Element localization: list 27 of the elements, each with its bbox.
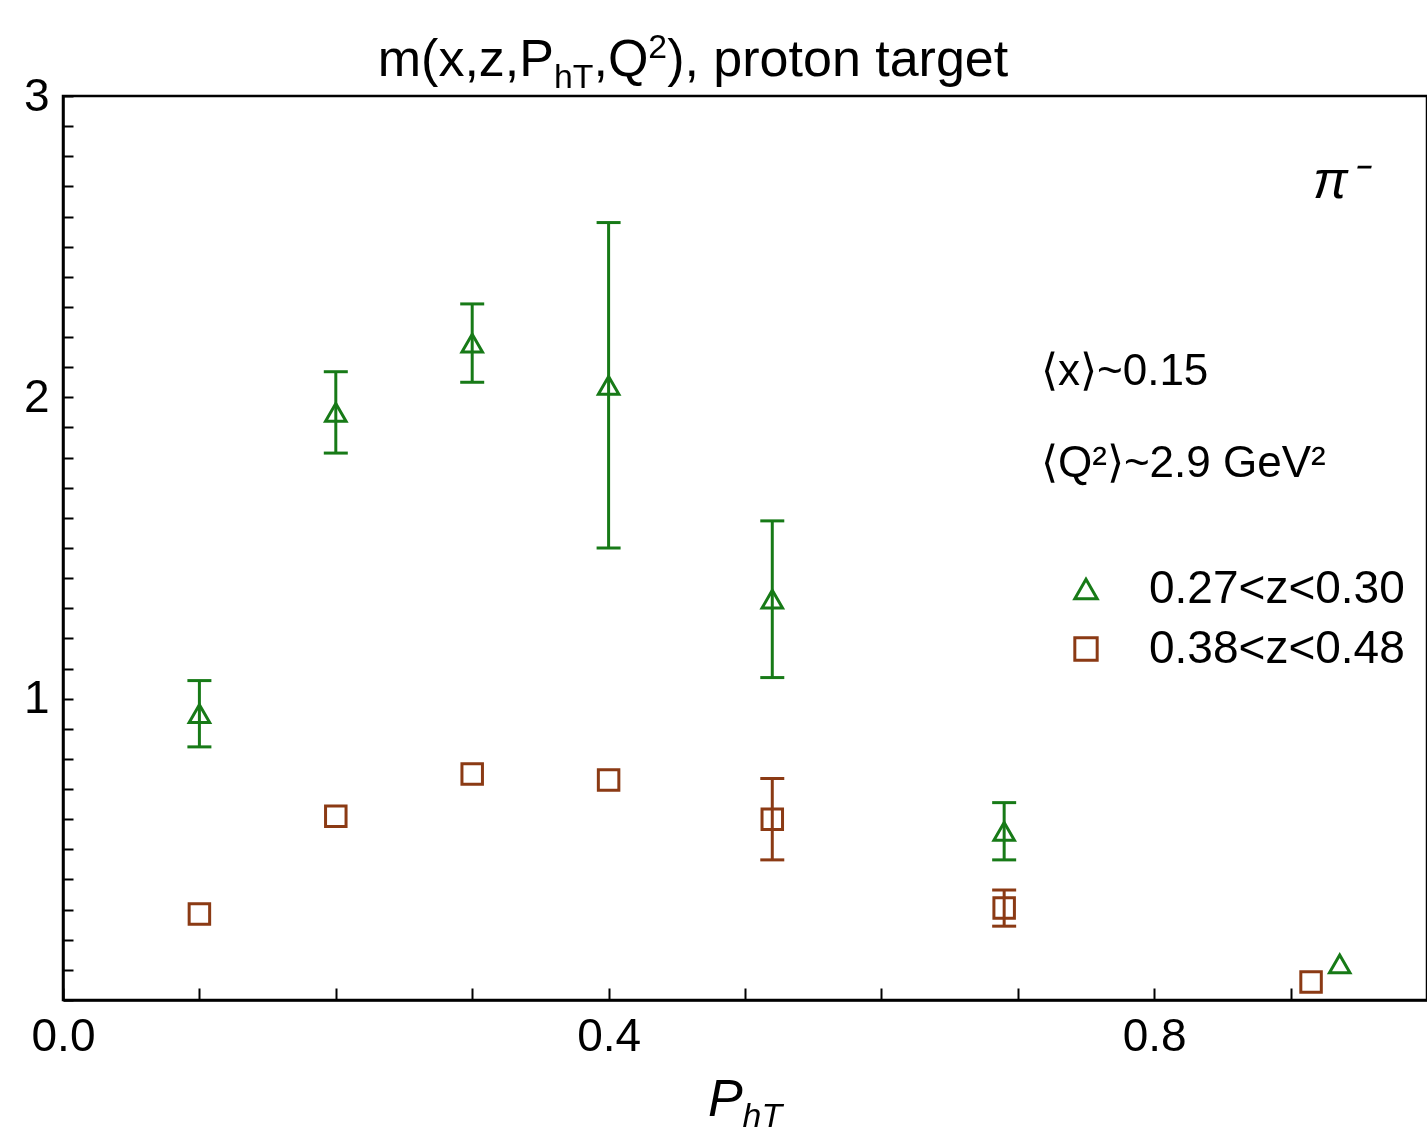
legend-label: 0.27<z<0.30 (1149, 561, 1405, 613)
chart-title: m(x,z,P$_{hT}$,Q$^{2}$), proton target (376, 26, 1010, 97)
x-axis-title: P$_{hT}$ (706, 1068, 785, 1137)
point (324, 804, 348, 828)
point (187, 703, 212, 725)
x-tick-label: 0.4 (577, 1008, 642, 1061)
point (760, 807, 785, 831)
point (760, 588, 785, 610)
x-tick-label: 0.0 (31, 1008, 96, 1061)
point (460, 762, 484, 786)
annotation: ⟨Q²⟩~2.9 GeV² (1041, 437, 1326, 486)
point (324, 402, 348, 423)
annotation: π⁻ (1313, 151, 1372, 209)
y-tick-label: 1 (23, 671, 50, 724)
x-tick-label: 0.8 (1122, 1008, 1187, 1061)
point (596, 374, 621, 396)
point (1327, 953, 1352, 975)
point (187, 902, 212, 926)
legend-label: 0.38<z<0.48 (1149, 621, 1405, 673)
y-tick-label: 3 (23, 68, 50, 121)
point (596, 768, 621, 792)
annotation: ⟨x⟩~0.15 (1041, 345, 1209, 394)
point (992, 896, 1016, 920)
y-tick-label: 2 (23, 369, 50, 422)
point (460, 332, 484, 354)
point (992, 820, 1016, 842)
point (1299, 970, 1323, 994)
